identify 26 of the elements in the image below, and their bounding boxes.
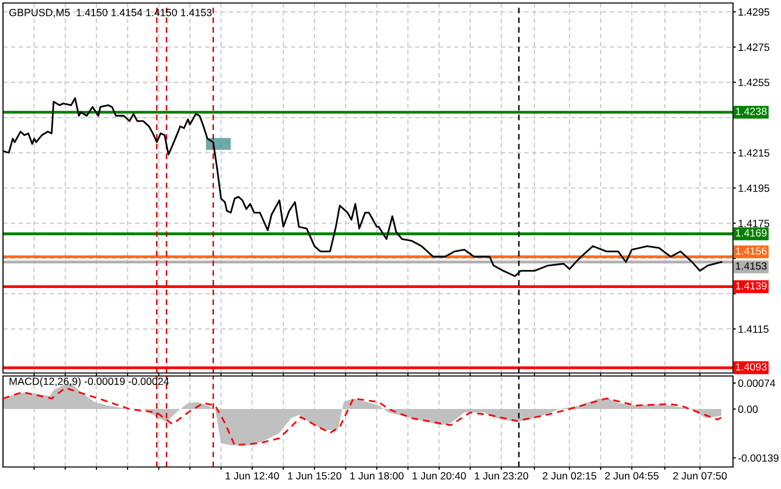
y-tick-label: 1.4195 <box>738 184 770 192</box>
y-tick-label: 1.4215 <box>738 149 770 157</box>
x-tick-label: 1 Jun 15:20 <box>288 472 342 480</box>
y-tick-label: 0.00074 <box>738 380 776 387</box>
x-tick-label: 2 Jun 02:15 <box>542 472 596 480</box>
ref-line-label: 1.4169 <box>736 229 767 237</box>
ref-line-label: 1.4153 <box>736 262 767 270</box>
x-tick-label: 1 Jun 23:20 <box>474 472 528 480</box>
x-tick-label: 2 Jun 07:50 <box>673 472 727 480</box>
x-tick-label: 2 Jun 04:55 <box>605 472 659 480</box>
ref-line-label: 1.4093 <box>736 363 767 371</box>
y-tick-label: 0.00 <box>738 406 758 413</box>
y-tick-label: 1.4255 <box>738 78 770 86</box>
y-tick-label: -0.00139 <box>738 454 778 462</box>
x-tick-label: 1 Jun 18:00 <box>350 472 404 480</box>
y-tick-label: 1.4295 <box>738 8 770 16</box>
chart-title: MACD(12,26,9) -0.00019 -0.00024 <box>10 377 169 388</box>
x-tick-label: 1 Jun 12:40 <box>226 472 279 480</box>
y-tick-label: 1.4115 <box>738 326 769 333</box>
ref-line-label: 1.4238 <box>736 108 767 116</box>
y-tick-label: 1.4175 <box>738 220 770 228</box>
chart-title: GBPUSD,M5 1.4150 1.4154 1.4150 1.4153 <box>9 8 212 18</box>
x-tick-label: 1 Jun 20:40 <box>412 472 466 480</box>
ref-line-label: 1.4156 <box>736 247 767 255</box>
y-tick-label: 1.4275 <box>738 44 770 51</box>
ref-line-label: 1.4139 <box>736 282 767 290</box>
